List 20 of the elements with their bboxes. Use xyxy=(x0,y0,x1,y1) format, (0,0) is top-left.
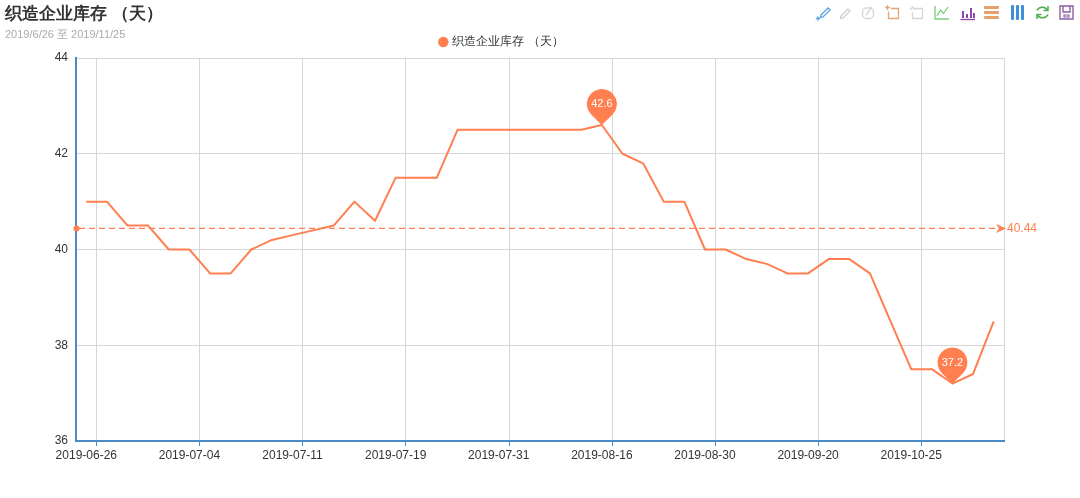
x-tick-label: 2019-07-31 xyxy=(468,447,530,462)
data-label: 42.6 xyxy=(591,97,613,110)
y-tick-label: 40 xyxy=(54,241,69,256)
data-label: 37.2 xyxy=(941,355,964,368)
chart-subtitle: 2019/6/26 至 2019/11/25 xyxy=(5,27,126,41)
ref-line-label: 40.44 xyxy=(1007,220,1038,235)
x-tick-label: 2019-07-19 xyxy=(364,447,427,462)
y-tick-label: 38 xyxy=(54,337,69,352)
chart-title: 织造企业库存 （天） xyxy=(5,3,163,25)
x-tick-label: 2019-06-26 xyxy=(55,447,118,462)
x-tick-label: 2019-07-04 xyxy=(158,447,221,462)
y-tick-label: 42 xyxy=(54,146,69,161)
x-tick-label: 2019-08-16 xyxy=(571,447,633,462)
x-tick-label: 2019-08-30 xyxy=(674,447,736,462)
y-tick-label: 44 xyxy=(54,50,69,65)
y-tick-label: 36 xyxy=(54,433,69,448)
x-tick-label: 2019-09-20 xyxy=(777,447,840,462)
legend-label: 织造企业库存 （天） xyxy=(452,34,564,49)
x-tick-label: 2019-10-25 xyxy=(880,447,943,462)
x-tick-label: 2019-07-11 xyxy=(262,447,324,462)
